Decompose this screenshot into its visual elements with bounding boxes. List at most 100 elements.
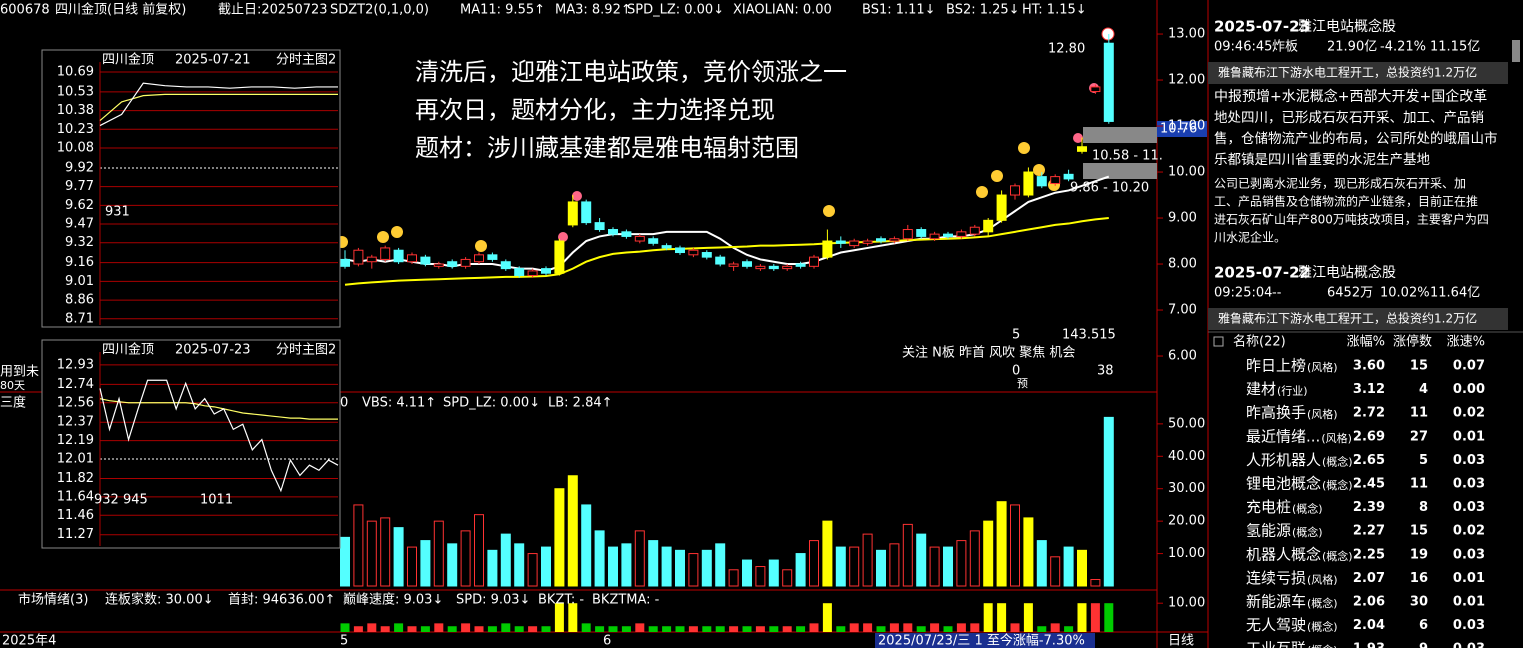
volume-bar [1050,556,1061,587]
candle-body [340,258,350,267]
news-paragraph: 公司已剥离水泥业务，现已形成石灰石开采、加 [1214,176,1466,191]
volume-bar [608,546,618,587]
row-name: 充电桩 [1246,498,1291,516]
news-topic: 雅江电站概念股 [1298,18,1396,35]
candle-body [701,252,712,258]
sentiment-bar [461,623,471,632]
sentiment-bar [889,623,899,632]
sentiment-bar [662,626,672,632]
indicator-text: LB: 2.84↑ [548,396,613,411]
news-headline: 雅鲁藏布江下游水电工程开工，总投资约1.2万亿 [1218,65,1477,80]
sentiment-bar [796,626,806,632]
volume-bar [1023,517,1034,587]
sentiment-bar [407,626,417,632]
x-tick-label: 5 [340,634,348,648]
stat: 预 [1017,377,1028,390]
sentiment-bar [394,623,404,632]
volume-bar [407,546,417,587]
indicator-text: 首封: 94636.00↑ [228,593,335,608]
inset-frame [41,49,341,328]
annotation: 再次日，题材分化，主力选择兑现 [415,96,775,124]
y-tick-label: 10.23 [57,122,94,137]
row-change: 2.45 [1353,477,1385,492]
candle-body [581,201,592,224]
y-tick-label: 9.00 [1168,211,1197,226]
row-name: 昨日上榜 [1246,357,1306,375]
sentiment-bar [755,626,765,632]
candle-body [916,229,927,237]
candle-body [648,238,659,244]
sentiment-bar [1077,603,1087,632]
row-tag: (概念) [1322,478,1353,492]
header-text: SPD_LZ: 0.00↓ [627,3,724,18]
y-tick-label: 50.00 [1168,416,1205,431]
candle-body [487,254,498,260]
news-headline: 雅鲁藏布江下游水电工程开工，总投资约1.2万亿 [1218,311,1477,326]
price-label: 10.58 - 11. [1092,149,1163,164]
sentiment-bar [769,626,779,632]
row-limit: 6 [1419,618,1428,633]
candle-body [889,238,900,242]
news-topic: 雅江电站概念股 [1298,264,1396,281]
side-text: 80天 [0,379,25,392]
sentiment-bar [675,626,685,632]
inset-label: 分时主图2 [276,343,336,358]
sentiment-bar [340,623,350,632]
news-change: -4.21% [1380,40,1426,55]
header-text: BS2: 1.25↓ [946,3,1020,18]
news-paragraph: 售，仓储物流产业的布局，公司所处的峨眉山市 [1214,130,1498,147]
candle-body [768,265,779,270]
sentiment-bar [635,623,645,632]
y-tick-label: 12.00 [1168,73,1205,88]
candle-body [554,240,565,274]
row-limit: 16 [1410,571,1428,586]
stat: 0 [1012,364,1020,379]
volume-bar [420,540,431,587]
news-tags: 中报预增+水泥概念+西部大开发+国企改革 [1214,88,1487,105]
row-change: 2.07 [1353,571,1385,586]
intraday-inset: 四川金顶 2025-07-23 分时主图2 12.93 12.74 12.56 12.37 1… [41,339,341,549]
volume-bar [460,530,471,587]
volume-bar [340,536,350,587]
volume-bar [768,559,779,587]
volume-bar [1077,549,1087,587]
x-tick-label: 6 [603,634,611,648]
volume-bar [902,523,913,587]
plus-marker [1101,27,1115,41]
y-tick-label: 9.92 [65,160,94,175]
price-label: 9.86 - 10.20 [1070,181,1149,196]
y-tick-label: 10.00 [1168,596,1205,611]
candle-body [621,231,632,237]
volume-bar [715,543,726,587]
volume-bar [675,549,685,587]
header-text: HT: 1.15↓ [1022,3,1087,18]
sentiment-bar [822,603,832,632]
sentiment-bar [930,623,940,632]
y-tick-label: 40.00 [1168,449,1205,464]
candle-body [996,194,1007,221]
candle-body [447,261,458,267]
sentiment-bar [742,626,752,632]
sentiment-bar [581,623,591,632]
row-limit: 30 [1410,595,1428,610]
row-change: 2.72 [1353,406,1385,421]
y-tick-label: 10.38 [57,103,94,118]
indicator-text: VBS: 4.11↑ [362,396,436,411]
current-price: 10.76 [1160,122,1197,137]
volume-bar [849,546,860,587]
sentiment-bar [447,626,457,632]
row-name: 建材 [1246,380,1276,398]
volume-bar [500,533,511,587]
row-name: 工业互联 [1246,640,1306,648]
indicator-text: 市场情绪(3) [18,592,88,608]
sentiment-bar [608,626,618,632]
y-tick-label: 10.00 [1168,546,1205,561]
y-tick-label: 12.56 [57,395,94,410]
scrollbar[interactable] [1512,40,1520,62]
row-name: 锂电池概念 [1246,475,1321,493]
row-change: 2.04 [1353,618,1385,633]
moving-average [344,217,1109,286]
candle-body [661,245,672,249]
indicator-text: 巅峰速度: 9.03↓ [343,592,443,608]
volume-bar [688,553,699,587]
